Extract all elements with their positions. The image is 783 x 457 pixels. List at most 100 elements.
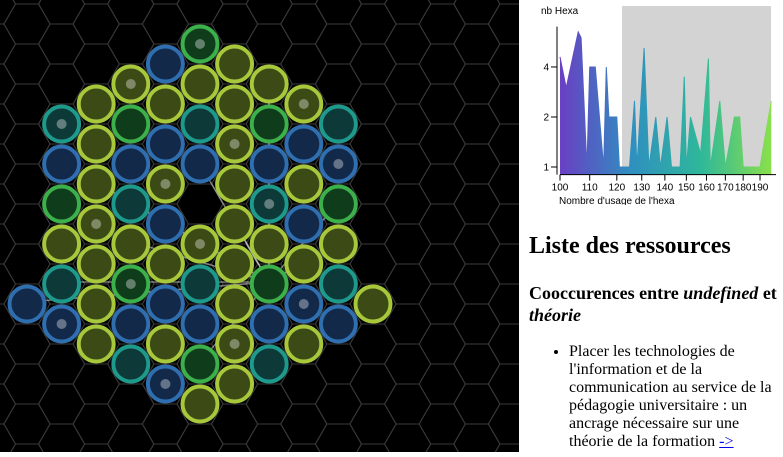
hex-cell [176, 0, 224, 25]
hex-cell [3, 43, 51, 85]
x-tick-label: 100 [552, 183, 569, 194]
concept-node [42, 264, 82, 304]
hex-cell [349, 403, 397, 445]
resource-list: Placer les technologies de l'information… [529, 343, 783, 451]
hex-cell [453, 143, 501, 185]
hex-cell [453, 23, 501, 65]
concept-node [284, 84, 324, 124]
resource-link[interactable]: -> [719, 433, 734, 450]
hex-cell [3, 403, 51, 445]
hex-cell [107, 0, 155, 25]
hex-cell [353, 443, 393, 457]
concept-node [284, 284, 324, 324]
resource-item: Placer les technologies de l'information… [569, 343, 783, 451]
hex-cell [487, 43, 536, 85]
term: théorie [529, 305, 581, 325]
node-dot [125, 79, 136, 89]
concept-node [284, 204, 324, 244]
hex-cell [220, 0, 250, 5]
concept-node [215, 324, 255, 364]
concept-node [284, 124, 324, 164]
hex-cell [453, 0, 501, 25]
concept-node [76, 284, 116, 324]
concept-node [284, 244, 324, 284]
center-node [182, 186, 218, 222]
hex-cell [418, 43, 466, 85]
x-tick-label: 140 [657, 183, 674, 194]
resource-title: Placer les technologies de l'information… [569, 343, 772, 450]
concept-node [249, 104, 289, 144]
hex-cell [422, 443, 462, 457]
y-tick-label: 2 [543, 112, 549, 123]
node-dot [56, 119, 67, 129]
hex-cell [418, 3, 466, 45]
node-dot [160, 179, 171, 189]
concept-node [111, 224, 151, 264]
x-tick-label: 160 [698, 183, 715, 194]
x-tick-label: 180 [735, 183, 752, 194]
concept-node [215, 44, 255, 84]
hex-cell [289, 0, 319, 5]
hex-cell [383, 223, 432, 265]
hex-cell [418, 203, 466, 245]
concept-node [318, 144, 358, 184]
concept-node [215, 124, 255, 164]
concept-node [76, 244, 116, 284]
concept-node [76, 204, 116, 244]
hex-cell [76, 443, 116, 457]
node-dot [91, 219, 102, 229]
hex-cell [427, 0, 457, 5]
hex-cell [418, 323, 466, 365]
node-dot [195, 239, 205, 249]
hex-cell [314, 23, 363, 65]
concept-node [76, 124, 116, 164]
hex-cell [383, 143, 432, 185]
concept-node [145, 204, 185, 244]
hex-cell [314, 423, 363, 457]
hex-cell [418, 243, 466, 285]
subheading: Cooccurences entre undefined et théorie [529, 282, 779, 326]
concept-node [145, 124, 185, 164]
node-dot [229, 139, 240, 149]
hex-cell [383, 183, 432, 225]
hex-cell [37, 23, 86, 65]
concept-node [111, 144, 151, 184]
concept-node [215, 84, 255, 124]
hex-cell [453, 383, 501, 425]
hex-cell [487, 323, 536, 365]
y-tick-label: 1 [543, 162, 549, 173]
hex-cell [453, 303, 501, 345]
hex-cell [383, 423, 432, 457]
hex-cell [358, 0, 388, 5]
hex-cell [453, 183, 501, 225]
concept-node [145, 44, 185, 84]
hex-cell [314, 0, 363, 25]
concept-node [111, 344, 151, 384]
hex-cell [7, 443, 47, 457]
hex-cell [487, 3, 536, 45]
concept-node [42, 104, 82, 144]
node-dot [298, 99, 309, 109]
hex-cell [37, 383, 86, 425]
concept-node [180, 264, 220, 304]
concept-node [249, 264, 289, 304]
hex-cell [418, 83, 466, 125]
concept-node [111, 264, 151, 304]
node-dot [56, 319, 67, 329]
concept-node [249, 144, 289, 184]
y-axis-label: nb Hexa [541, 6, 579, 17]
concept-node [7, 284, 47, 324]
hex-cell [487, 83, 536, 125]
resource-panel: nb Hexa Nombre d'usage de l'hexa 1 2 4 100 1… [519, 0, 783, 452]
node-dot [264, 199, 275, 209]
hex-cell [0, 0, 17, 25]
hex-cell [3, 363, 51, 405]
hex-cell [418, 283, 466, 325]
concept-node [180, 144, 220, 184]
hex-cell [453, 223, 501, 265]
hex-cell [349, 3, 397, 45]
node-dot [298, 299, 309, 309]
node-dot [160, 379, 171, 389]
hex-cell [12, 0, 42, 5]
concept-node [145, 164, 185, 204]
